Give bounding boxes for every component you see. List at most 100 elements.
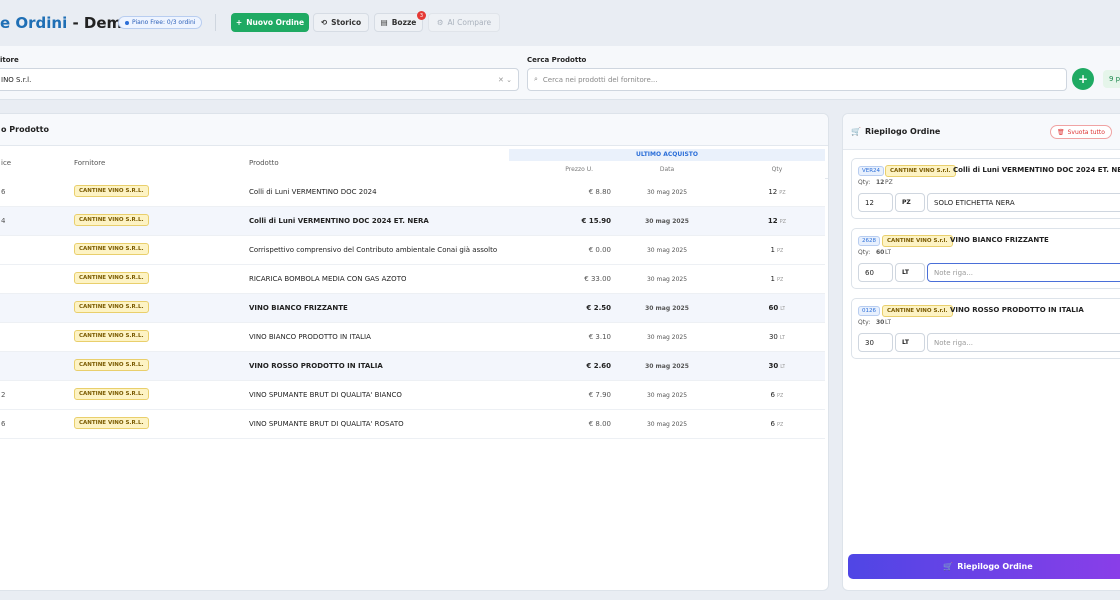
qty-cell: 30 LT [747,362,807,370]
history-button[interactable]: ⟲ Storico [313,13,369,32]
unit: LT [780,306,786,312]
supplier-label: itore [0,56,19,64]
unit-select[interactable]: PZ [895,193,925,212]
order-item: 0126 CANTINE VINO S.r.l. VINO ROSSO PRODOT… [851,298,1120,359]
unit: PZ [779,219,787,225]
order-title: 🛒 Riepilogo Ordine [851,127,941,136]
date: 30 mag 2025 [646,392,688,399]
supplier-tag: CANTINE VINO S.R.L. [74,185,149,197]
qty-label: Qty: [858,249,871,256]
supplier-tag: CANTINE VINO S.R.L. [74,330,149,342]
column-header: Fornitore [74,159,106,167]
table-row[interactable]: CANTINE VINO S.R.L. VINO BIANCO FRIZZANTE… [0,294,825,323]
item-supplier: CANTINE VINO S.r.l. [882,305,953,317]
group-header-bg [509,149,825,161]
add-button[interactable]: + [1072,68,1094,90]
filter-bar: itore INO S.r.l. ✕ ⌄ Cerca Prodotto ⌕ Cerc… [0,46,1120,100]
note-input[interactable]: Note riga... [927,263,1120,282]
qty-cell: 12 PZ [747,217,807,225]
table-row[interactable]: 4 CANTINE VINO S.R.L. Colli di Luni VERMEN… [0,207,825,236]
order-item: 2628 CANTINE VINO S.r.l. VINO BIANCO FRIZZ… [851,228,1120,289]
drafts-button[interactable]: ▤ Bozze [374,13,423,32]
submit-label: Riepilogo Ordine [957,562,1033,571]
unit: LT [780,364,786,370]
qty-cell: 1 PZ [747,275,807,283]
qty-input[interactable]: 30 [858,333,893,352]
search-label: Cerca Prodotto [527,56,587,64]
product-name: VINO BIANCO FRIZZANTE [249,304,348,312]
history-label: Storico [331,18,362,27]
submit-order-button[interactable]: 🛒 Riepilogo Ordine [848,554,1120,579]
note-input[interactable]: Note riga... [927,333,1120,352]
item-qty-text: 60 [876,249,885,256]
qty: 1 [770,246,775,254]
qty-cell: 60 LT [747,304,807,312]
date: 30 mag 2025 [645,305,689,312]
row-code: 6 [1,188,6,196]
qty: 60 [768,304,779,312]
group-header: ULTIMO ACQUISTO [636,151,698,158]
unit-select[interactable]: LT [895,333,925,352]
search-input[interactable]: ⌕ Cerca nei prodotti del fornitore... [527,68,1067,91]
table-row[interactable]: CANTINE VINO S.R.L. VINO ROSSO PRODOTTO I… [0,352,825,381]
qty: 6 [770,420,775,428]
price: € 0.00 [588,246,611,254]
unit-select[interactable]: LT [895,263,925,282]
title-suffix: - Demo [67,14,133,32]
qty: 1 [770,275,775,283]
price: € 33.00 [584,275,611,283]
item-unit-text: LT [885,249,892,256]
item-name: VINO ROSSO PRODOTTO IN ITALIA [950,306,1084,314]
product-name: VINO SPUMANTE BRUT DI QUALITA' ROSATO [249,420,404,428]
supplier-tag: CANTINE VINO S.R.L. [74,388,149,400]
item-supplier: CANTINE VINO S.r.l. [882,235,953,247]
order-title-text: Riepilogo Ordine [864,127,941,136]
table-row[interactable]: CANTINE VINO S.R.L. VINO BIANCO PRODOTTO … [0,323,825,352]
plan-badge: Piano Free: 0/3 ordini [118,16,203,29]
qty: 30 [768,362,779,370]
new-order-label: Nuovo Ordine [246,18,305,27]
date: 30 mag 2025 [646,189,688,196]
note-input[interactable]: SOLO ETICHETTA NERA [927,193,1120,212]
supplier-select[interactable]: INO S.r.l. ✕ ⌄ [0,68,519,91]
date: 30 mag 2025 [646,276,688,283]
qty-cell: 6 PZ [747,420,807,428]
unit: PZ [777,248,784,254]
note-placeholder: Note riga... [934,338,974,347]
supplier-tag: CANTINE VINO S.R.L. [74,417,149,429]
price: € 2.60 [586,362,611,370]
qty: 6 [770,391,775,399]
date: 30 mag 2025 [645,363,689,370]
column-header: ice [1,159,12,167]
table-row[interactable]: 6 CANTINE VINO S.R.L. VINO SPUMANTE BRUT D… [0,410,825,439]
supplier-tag: CANTINE VINO S.R.L. [74,301,149,313]
item-name: VINO BIANCO FRIZZANTE [950,236,1049,244]
new-order-button[interactable]: + Nuovo Ordine [231,13,309,32]
clear-button[interactable]: 🗑 Svuota tutto [1050,125,1112,139]
price: € 15.90 [581,217,611,225]
item-qty-text: 30 [876,319,885,326]
price: € 3.10 [588,333,611,341]
count-badge: 9 p [1103,70,1120,88]
table-row[interactable]: 2 CANTINE VINO S.R.L. VINO SPUMANTE BRUT D… [0,381,825,410]
item-code: 0126 [858,306,880,316]
supplier-tag: CANTINE VINO S.R.L. [74,359,149,371]
date: 30 mag 2025 [646,334,688,341]
compare-button: ⚙ Al Compare [428,13,500,32]
plan-text: Piano Free: 0/3 ordini [132,19,196,26]
item-code: VER24 [858,166,885,176]
date: 30 mag 2025 [645,218,689,225]
table-title: o Prodotto [1,125,49,134]
qty-label: Qty: [858,179,871,186]
group-column-header: Prezzo U. [565,166,593,173]
table-row[interactable]: CANTINE VINO S.R.L. Corrispettivo compren… [0,236,825,265]
price: € 2.50 [586,304,611,312]
table-row[interactable]: 6 CANTINE VINO S.R.L. Colli di Luni VERMEN… [0,178,825,207]
item-unit-text: LT [885,319,892,326]
qty-input[interactable]: 60 [858,263,893,282]
order-panel: 🛒 Riepilogo Ordine 🗑 Svuota tutto 🛒 Riepilo… [842,113,1120,591]
drafts-count: 3 [417,11,426,20]
product-name: Colli di Luni VERMENTINO DOC 2024 [249,188,377,196]
qty-input[interactable]: 12 [858,193,893,212]
table-row[interactable]: CANTINE VINO S.R.L. RICARICA BOMBOLA MEDI… [0,265,825,294]
